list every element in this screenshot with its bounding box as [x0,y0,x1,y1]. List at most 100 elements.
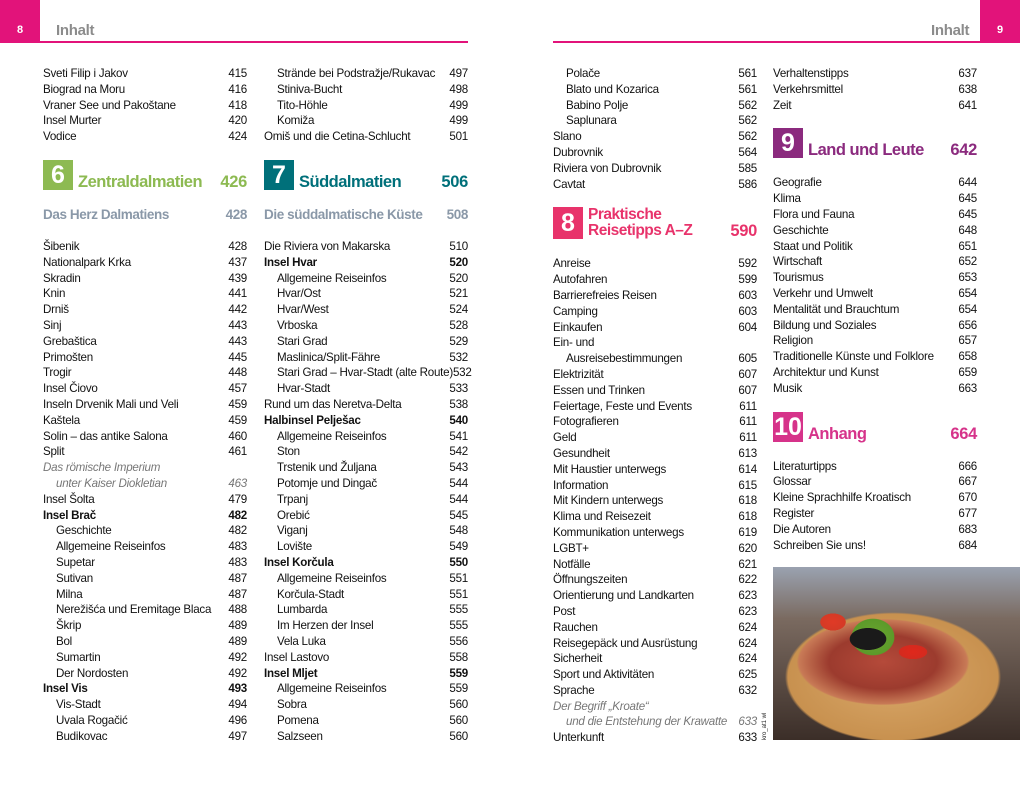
toc-entry[interactable]: Primošten 445 [43,350,247,366]
toc-entry[interactable]: Verhaltenstipps 637 [773,66,977,82]
toc-entry[interactable]: Hvar/West 524 [264,302,468,318]
toc-entry[interactable]: Insel Lastovo 558 [264,650,468,666]
toc-entry[interactable]: Vrboska 528 [264,318,468,334]
toc-entry[interactable]: Trpanj 544 [264,492,468,508]
toc-entry[interactable]: Flora und Fauna 645 [773,207,977,223]
toc-entry[interactable]: Der Nordosten 492 [43,666,247,682]
toc-entry[interactable]: Allgemeine Reiseinfos 559 [264,681,468,697]
toc-entry[interactable]: Rund um das Neretva-Delta 538 [264,397,468,413]
toc-entry[interactable]: Insel Hvar 520 [264,255,468,271]
chapter-heading[interactable]: 6 Zentraldalmatien 426 [43,159,247,190]
toc-entry[interactable]: Škrip 489 [43,618,247,634]
toc-entry[interactable]: Korčula-Stadt 551 [264,587,468,603]
toc-entry[interactable]: Hvar-Stadt 533 [264,381,468,397]
toc-entry[interactable]: Glossar 667 [773,474,977,490]
toc-entry[interactable]: Uvala Rogačić 496 [43,713,247,729]
chapter-heading[interactable]: 7 Süddalmatien 506 [264,159,468,190]
toc-entry[interactable]: Die Autoren 683 [773,522,977,538]
toc-entry[interactable]: Orebić 545 [264,508,468,524]
toc-entry[interactable]: Sobra 560 [264,697,468,713]
toc-entry[interactable]: Unterkunft 633 [553,730,757,746]
toc-entry[interactable]: Allgemeine Reiseinfos 541 [264,429,468,445]
toc-entry[interactable]: Vela Luka 556 [264,634,468,650]
toc-entry[interactable]: Potomje und Dingač 544 [264,476,468,492]
toc-entry[interactable]: Insel Mljet 559 [264,666,468,682]
toc-entry[interactable]: Sveti Filip i Jakov 415 [43,66,247,82]
toc-entry[interactable]: Das römische Imperium [43,460,247,476]
toc-entry[interactable]: Saplunara 562 [553,113,757,129]
toc-entry[interactable]: Kaštela 459 [43,413,247,429]
toc-entry[interactable]: Blato und Kozarica 561 [553,82,757,98]
toc-entry[interactable]: Vis-Stadt 494 [43,697,247,713]
toc-entry[interactable]: Post 623 [553,604,757,620]
toc-entry[interactable]: Omiš und die Cetina-Schlucht 501 [264,129,468,145]
toc-entry[interactable]: Vodice 424 [43,129,247,145]
toc-entry[interactable]: Drniš 442 [43,302,247,318]
toc-entry[interactable]: Allgemeine Reiseinfos 483 [43,539,247,555]
toc-entry[interactable]: Öffnungszeiten 622 [553,572,757,588]
toc-entry[interactable]: Trstenik und Žuljana 543 [264,460,468,476]
toc-entry[interactable]: Mit Haustier unterwegs 614 [553,462,757,478]
toc-entry[interactable]: Ston 542 [264,444,468,460]
toc-entry[interactable]: Rauchen 624 [553,620,757,636]
toc-entry[interactable]: Insel Murter 420 [43,113,247,129]
toc-entry[interactable]: Šibenik 428 [43,239,247,255]
toc-entry[interactable]: Barrierefreies Reisen 603 [553,288,757,304]
toc-entry[interactable]: Sumartin 492 [43,650,247,666]
toc-entry[interactable]: Schreiben Sie uns! 684 [773,538,977,554]
toc-entry[interactable]: Religion 657 [773,333,977,349]
toc-entry[interactable]: Insel Vis 493 [43,681,247,697]
toc-entry[interactable]: Lumbarda 555 [264,602,468,618]
toc-entry[interactable]: Mit Kindern unterwegs 618 [553,493,757,509]
toc-entry[interactable]: Solin – das antike Salona 460 [43,429,247,445]
toc-entry[interactable]: Supetar 483 [43,555,247,571]
toc-entry[interactable]: Allgemeine Reiseinfos 551 [264,571,468,587]
toc-entry[interactable]: Stiniva-Bucht 498 [264,82,468,98]
toc-entry[interactable]: Literaturtipps 666 [773,459,977,475]
toc-entry[interactable]: Insel Šolta 479 [43,492,247,508]
toc-entry[interactable]: Geld 611 [553,430,757,446]
toc-entry[interactable]: Tourismus 653 [773,270,977,286]
toc-entry[interactable]: und die Entstehung der Krawatte 633 [553,714,757,730]
toc-entry[interactable]: Anreise 592 [553,256,757,272]
toc-entry[interactable]: Verkehrsmittel 638 [773,82,977,98]
toc-entry[interactable]: Vraner See und Pakoštane 418 [43,98,247,114]
toc-entry[interactable]: Stari Grad – Hvar-Stadt (alte Route) 532 [264,365,472,381]
toc-entry[interactable]: Sutivan 487 [43,571,247,587]
toc-entry[interactable]: Orientierung und Landkarten 623 [553,588,757,604]
toc-entry[interactable]: Viganj 548 [264,523,468,539]
toc-entry[interactable]: Biograd na Moru 416 [43,82,247,98]
toc-entry[interactable]: Die Riviera von Makarska 510 [264,239,468,255]
toc-entry[interactable]: Wirtschaft 652 [773,254,977,270]
toc-entry[interactable]: Trogir 448 [43,365,247,381]
toc-entry[interactable]: Sprache 632 [553,683,757,699]
toc-entry[interactable]: Zeit 641 [773,98,977,114]
toc-entry[interactable]: Geografie 644 [773,175,977,191]
toc-entry[interactable]: unter Kaiser Diokletian 463 [43,476,247,492]
toc-entry[interactable]: LGBT+ 620 [553,541,757,557]
toc-entry[interactable]: Pomena 560 [264,713,468,729]
toc-entry[interactable]: Polače 561 [553,66,757,82]
toc-entry[interactable]: Architektur und Kunst 659 [773,365,977,381]
toc-entry[interactable]: Information 615 [553,478,757,494]
toc-entry[interactable]: Inseln Drvenik Mali und Veli 459 [43,397,247,413]
toc-entry[interactable]: Im Herzen der Insel 555 [264,618,468,634]
toc-entry[interactable]: Riviera von Dubrovnik 585 [553,161,757,177]
toc-entry[interactable]: Cavtat 586 [553,177,757,193]
toc-entry[interactable]: Musik 663 [773,381,977,397]
toc-entry[interactable]: Halbinsel Pelješac 540 [264,413,468,429]
toc-entry[interactable]: Geschichte 482 [43,523,247,539]
toc-entry[interactable]: Strände bei Podstražje/Rukavac 497 [264,66,468,82]
toc-entry[interactable]: Der Begriff „Kroate“ [553,699,757,715]
toc-entry[interactable]: Ein- und [553,335,757,351]
subchapter-heading[interactable]: Die süddalmatische Küste 508 [264,207,468,223]
toc-entry[interactable]: Insel Brač 482 [43,508,247,524]
toc-entry[interactable]: Allgemeine Reiseinfos 520 [264,271,468,287]
toc-entry[interactable]: Essen und Trinken 607 [553,383,757,399]
toc-entry[interactable]: Milna 487 [43,587,247,603]
toc-entry[interactable]: Babino Polje 562 [553,98,757,114]
subchapter-heading[interactable]: Das Herz Dalmatiens 428 [43,207,247,223]
toc-entry[interactable]: Notfälle 621 [553,557,757,573]
toc-entry[interactable]: Register 677 [773,506,977,522]
toc-entry[interactable]: Geschichte 648 [773,223,977,239]
